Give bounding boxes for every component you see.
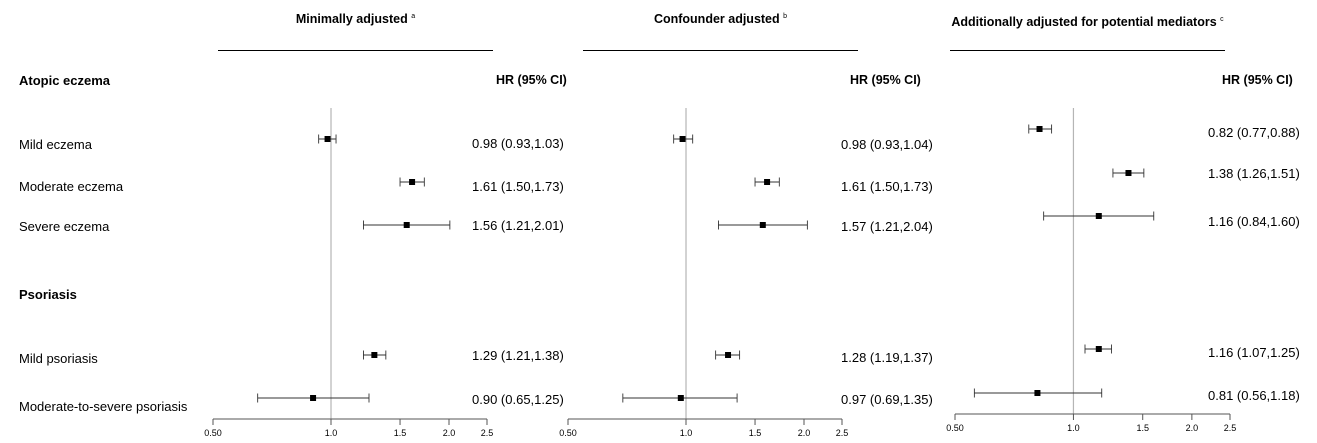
panel-2-x-tick-label: 1.0	[680, 428, 693, 438]
panel-1-point-estimate	[310, 395, 317, 401]
panel-1-x-tick-label: 2.5	[481, 428, 494, 438]
panel-1-point-estimate	[371, 352, 378, 358]
panel-1-point-estimate	[403, 222, 410, 228]
row-label-severe-eczema: Severe eczema	[19, 219, 110, 234]
row-label-mild-psoriasis: Mild psoriasis	[19, 351, 98, 366]
panel-3-point-estimate	[1036, 126, 1043, 132]
panel-3-title-footnote: c	[1220, 16, 1224, 23]
panel-1-title: Minimally adjusted a	[218, 12, 493, 26]
panel-1-hr-label: 1.56 (1.21,2.01)	[472, 218, 564, 233]
panel-1-x-tick-label: 1.0	[325, 428, 338, 438]
panel-1-hr-label: 0.98 (0.93,1.03)	[472, 136, 564, 151]
panel-1-hr-label: 0.90 (0.65,1.25)	[472, 392, 564, 407]
panel-3-hr-label: 0.81 (0.56,1.18)	[1208, 388, 1300, 403]
panel-2-x-tick-label: 0.50	[559, 428, 577, 438]
panel-1-x-tick-label: 0.50	[204, 428, 222, 438]
panel-2-title: Confounder adjusted b	[583, 12, 858, 26]
panel-3-x-tick-label: 1.5	[1136, 423, 1149, 433]
panel-1-title-footnote: a	[411, 13, 416, 20]
panel-3-hr-label: 1.16 (1.07,1.25)	[1208, 345, 1300, 360]
panel-3-title-text: Additionally adjusted for potential medi…	[951, 15, 1217, 29]
panel-2-hr-label: 1.28 (1.19,1.37)	[841, 350, 933, 365]
panel-3-hr-label: 1.16 (0.84,1.60)	[1208, 214, 1300, 229]
panel-3-hr-header: HR (95% CI)	[1222, 73, 1293, 87]
panel-1-x-tick-label: 1.5	[394, 428, 407, 438]
panel-1-hr-label: 1.29 (1.21,1.38)	[472, 348, 564, 363]
panel-2-hr-label: 0.98 (0.93,1.04)	[841, 137, 933, 152]
panel-3-point-estimate	[1125, 170, 1132, 176]
panel-2-title-text: Confounder adjusted	[653, 12, 780, 26]
panel-2-hr-label: 0.97 (0.69,1.35)	[841, 392, 933, 407]
panel-3-x-tick-label: 0.50	[946, 423, 964, 433]
row-label-mild-eczema: Mild eczema	[19, 137, 92, 152]
panel-1-point-estimate	[324, 136, 331, 142]
panel-2-x-tick-label: 2.5	[836, 428, 849, 438]
panel-3-x-tick-label: 1.0	[1067, 423, 1080, 433]
panel-2-hr-label: 1.57 (1.21,2.04)	[841, 219, 933, 234]
panel-2-point-estimate	[677, 395, 684, 401]
panel-2-point-estimate	[764, 179, 771, 185]
panel-3-x-tick-label: 2.0	[1186, 423, 1199, 433]
panel-1-hr-label: 1.61 (1.50,1.73)	[472, 179, 564, 194]
panel-2-x-tick-label: 1.5	[749, 428, 762, 438]
row-label-moderate-to-severe-psoriasis: Moderate-to-severe psoriasis	[19, 399, 188, 414]
panel-3-point-estimate	[1034, 390, 1041, 396]
panel-2-title-footnote: b	[783, 13, 788, 20]
panel-2-hr-header: HR (95% CI)	[850, 73, 921, 87]
panel-1-point-estimate	[409, 179, 416, 185]
panel-2-header-rule	[583, 50, 858, 52]
panel-3-x-tick-label: 2.5	[1224, 423, 1237, 433]
panel-3-header-rule	[950, 50, 1225, 52]
panel-2-point-estimate	[725, 352, 732, 358]
panel-3-title: Additionally adjusted for potential medi…	[950, 12, 1225, 30]
panel-2-x-tick-label: 2.0	[798, 428, 811, 438]
panel-3-point-estimate	[1095, 346, 1102, 352]
panel-1-x-tick-label: 2.0	[443, 428, 456, 438]
panel-2-hr-label: 1.61 (1.50,1.73)	[841, 179, 933, 194]
panel-1-title-text: Minimally adjusted	[295, 12, 408, 26]
row-label-moderate-eczema: Moderate eczema	[19, 179, 124, 194]
panel-2-point-estimate	[759, 222, 766, 228]
panel-1-header-rule	[218, 50, 493, 52]
panel-3-hr-label: 0.82 (0.77,0.88)	[1208, 125, 1300, 140]
group-label-atopic-eczema: Atopic eczema	[19, 73, 111, 88]
panel-1-hr-header: HR (95% CI)	[496, 73, 567, 87]
group-label-psoriasis: Psoriasis	[19, 287, 77, 302]
panel-2-point-estimate	[679, 136, 686, 142]
panel-3-hr-label: 1.38 (1.26,1.51)	[1208, 166, 1300, 181]
panel-3-point-estimate	[1095, 213, 1102, 219]
